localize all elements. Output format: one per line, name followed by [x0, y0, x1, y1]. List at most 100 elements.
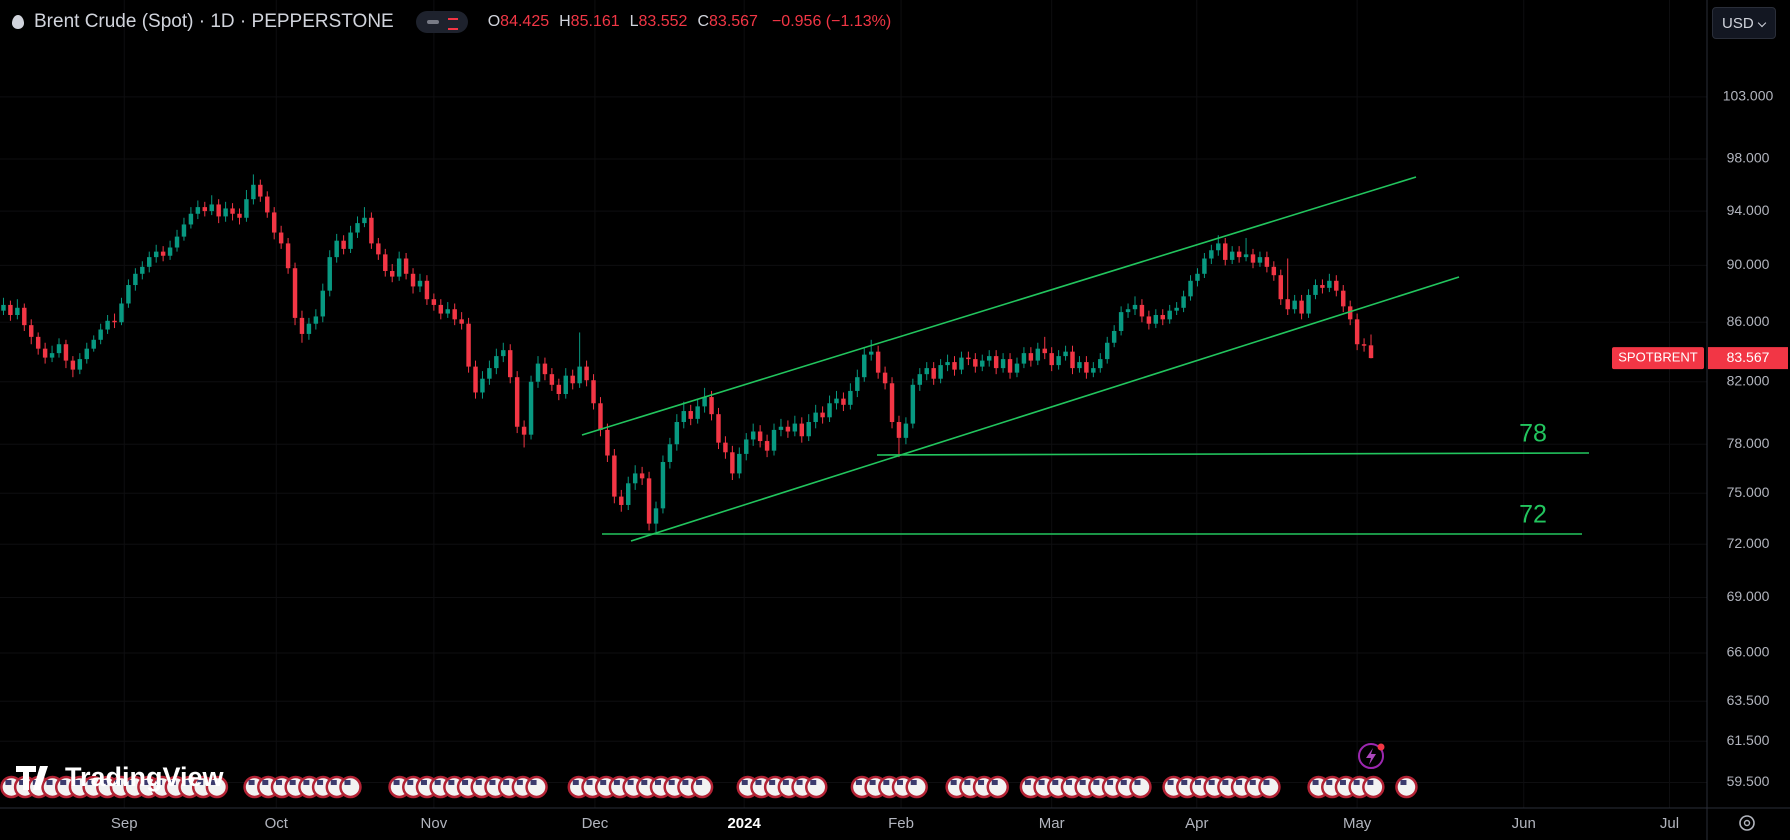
candle-body	[875, 351, 881, 373]
ohlc-value: 83.567	[709, 13, 758, 30]
candle-body	[681, 411, 686, 423]
candle-body	[980, 360, 985, 367]
candle-body	[605, 429, 610, 456]
candle-body	[431, 299, 437, 305]
settings-icon[interactable]	[1739, 815, 1755, 831]
candle-body	[577, 366, 582, 384]
candle-body	[1077, 362, 1082, 369]
flag-canton	[769, 780, 776, 785]
event-flag[interactable]	[905, 775, 928, 799]
candle-body	[966, 357, 971, 360]
candle-body	[1132, 304, 1138, 310]
flag-canton	[262, 780, 269, 785]
flag-canton	[627, 780, 634, 785]
candle-body	[8, 304, 13, 315]
candle-body	[265, 196, 270, 213]
candle-body	[535, 363, 541, 382]
candle-body	[785, 426, 791, 432]
candle-body	[119, 303, 124, 323]
flag-canton	[303, 780, 310, 785]
flag-canton	[910, 780, 917, 785]
flag-canton	[142, 780, 149, 785]
y-tick-label: 59.500	[1727, 773, 1770, 789]
x-tick-label: Jun	[1512, 815, 1536, 832]
event-flag[interactable]	[1129, 775, 1152, 799]
ohlc-item: O84.425	[488, 13, 549, 31]
candle-body	[1306, 294, 1311, 314]
candle-body	[584, 366, 589, 381]
flag-canton	[897, 780, 904, 785]
flag-canton	[991, 780, 998, 785]
candle-body	[501, 350, 506, 357]
candles	[1, 174, 1374, 533]
event-flag[interactable]	[1395, 775, 1418, 799]
candle-body	[612, 455, 617, 497]
event-flag[interactable]	[1362, 775, 1385, 799]
candle-body	[688, 411, 693, 419]
candle-body	[1195, 273, 1200, 281]
candle-body	[1167, 310, 1172, 320]
flag-canton	[462, 780, 469, 785]
candle-body	[723, 442, 728, 453]
flag-canton	[248, 780, 255, 785]
candle-body	[188, 213, 194, 225]
candle-body	[410, 273, 416, 287]
x-tick-label: Mar	[1039, 815, 1065, 832]
annotation: 78	[1519, 420, 1547, 448]
flag-canton	[19, 780, 26, 785]
candle-body	[1285, 299, 1290, 310]
candle-body	[1098, 359, 1103, 369]
candle-body	[126, 285, 131, 304]
flag-canton	[1249, 780, 1256, 785]
y-tick-label: 86.000	[1727, 313, 1770, 329]
candle-body	[459, 319, 464, 324]
support-line	[876, 452, 1590, 456]
candle-body	[632, 473, 638, 484]
flag-canton	[1236, 780, 1243, 785]
candle-body	[494, 356, 499, 369]
ohlc-value: 83.552	[638, 13, 688, 30]
candle-body	[1299, 300, 1304, 314]
candle-body	[84, 348, 89, 360]
flag-canton	[1222, 780, 1229, 785]
candle-body	[1160, 314, 1165, 320]
candle-body	[1042, 348, 1047, 354]
flag-canton	[73, 780, 80, 785]
flag-canton	[393, 780, 400, 785]
symbol-title[interactable]: Brent Crude (Spot) · 1D · PEPPERSTONE	[34, 11, 394, 32]
x-tick-label: Feb	[888, 815, 914, 832]
event-flag[interactable]	[205, 775, 229, 799]
event-flag[interactable]	[1258, 775, 1281, 799]
candle-body	[841, 398, 846, 405]
candle-body	[924, 368, 929, 375]
candle-body	[56, 344, 62, 354]
x-tick-label: Dec	[582, 815, 609, 832]
candle-body	[820, 412, 825, 418]
candle-body	[993, 356, 999, 369]
currency-button[interactable]: USD	[1712, 7, 1776, 39]
candle-body	[827, 403, 832, 418]
candle-body	[1188, 280, 1193, 297]
flag-canton	[1312, 780, 1319, 785]
candle-body	[1021, 353, 1027, 364]
alert-icon[interactable]	[1358, 743, 1384, 769]
candle-body	[973, 359, 978, 367]
event-flag[interactable]	[525, 775, 548, 799]
flag-canton	[475, 780, 482, 785]
indicator-toggle[interactable]	[415, 11, 468, 33]
event-flag[interactable]	[986, 775, 1010, 799]
watermark: TradingView	[65, 762, 225, 792]
candle-body	[153, 251, 159, 258]
candle-body	[695, 406, 700, 419]
price-tag	[1708, 347, 1788, 370]
candle-body	[70, 360, 76, 370]
candle-body	[702, 397, 707, 407]
candle-body	[1236, 251, 1242, 258]
annotation: 72	[1519, 501, 1547, 529]
candle-body	[1257, 257, 1263, 263]
event-flag[interactable]	[339, 775, 362, 799]
y-tick-label: 75.000	[1727, 484, 1770, 500]
event-flag[interactable]	[690, 775, 714, 799]
event-flag[interactable]	[804, 775, 828, 799]
